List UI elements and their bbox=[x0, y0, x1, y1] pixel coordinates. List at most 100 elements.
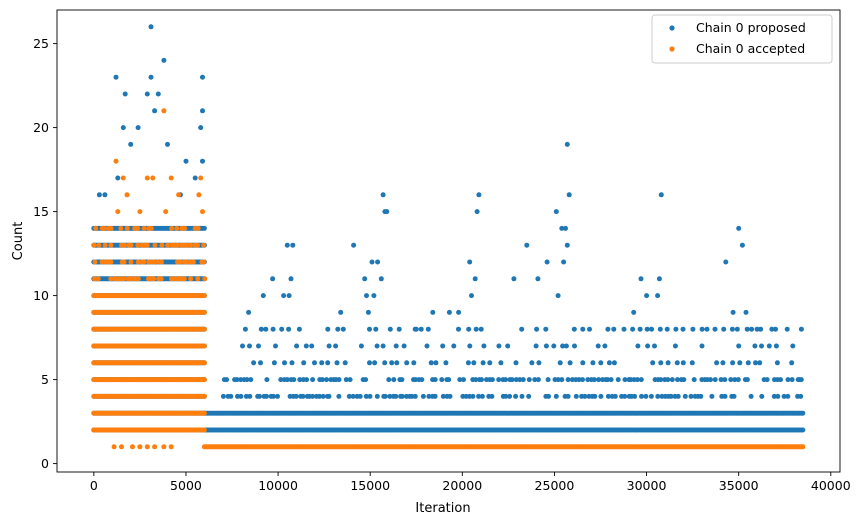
proposed-point bbox=[286, 326, 292, 332]
legend-marker-accepted bbox=[669, 46, 675, 52]
proposed-point bbox=[478, 326, 484, 332]
accepted-point bbox=[141, 225, 147, 231]
proposed-point bbox=[689, 360, 695, 366]
proposed-point bbox=[270, 393, 276, 399]
proposed-point bbox=[234, 377, 240, 383]
proposed-point bbox=[598, 393, 604, 399]
accepted-point bbox=[198, 175, 204, 181]
proposed-point bbox=[559, 225, 565, 231]
proposed-point bbox=[739, 242, 745, 248]
proposed-point bbox=[672, 343, 678, 349]
proposed-point bbox=[336, 393, 342, 399]
proposed-point bbox=[752, 343, 758, 349]
accepted-point bbox=[113, 158, 119, 164]
accepted-point bbox=[111, 444, 117, 450]
proposed-point bbox=[507, 393, 513, 399]
proposed-point bbox=[396, 326, 402, 332]
proposed-point bbox=[326, 343, 332, 349]
proposed-point bbox=[759, 343, 764, 349]
proposed-point bbox=[638, 276, 644, 282]
proposed-point bbox=[279, 326, 285, 332]
proposed-point bbox=[357, 393, 363, 399]
proposed-point bbox=[148, 74, 154, 80]
y-tick-label: 5 bbox=[41, 372, 49, 387]
proposed-point bbox=[282, 360, 287, 366]
proposed-point bbox=[535, 377, 541, 383]
proposed-point bbox=[310, 377, 316, 383]
proposed-point bbox=[665, 360, 671, 366]
proposed-point bbox=[474, 209, 480, 215]
proposed-point bbox=[704, 326, 710, 332]
proposed-point bbox=[509, 377, 515, 383]
accepted-point bbox=[201, 377, 207, 383]
proposed-point bbox=[224, 377, 230, 383]
y-tick-label: 25 bbox=[33, 36, 49, 51]
proposed-point bbox=[728, 377, 734, 383]
proposed-point bbox=[758, 326, 764, 332]
plot-area-background bbox=[57, 10, 840, 472]
proposed-point bbox=[248, 377, 254, 383]
accepted-point bbox=[96, 242, 102, 248]
proposed-point bbox=[200, 158, 205, 164]
proposed-point bbox=[325, 360, 331, 366]
proposed-point bbox=[797, 377, 802, 383]
accepted-point bbox=[148, 225, 154, 231]
proposed-point bbox=[165, 141, 170, 147]
accepted-point bbox=[102, 242, 108, 248]
accepted-point bbox=[201, 343, 207, 349]
accepted-point bbox=[176, 192, 182, 198]
proposed-point bbox=[634, 377, 640, 383]
proposed-point bbox=[605, 377, 611, 383]
proposed-point bbox=[505, 343, 511, 349]
proposed-point bbox=[264, 393, 269, 399]
proposed-point bbox=[644, 293, 650, 299]
accepted-point bbox=[159, 242, 165, 248]
legend-box bbox=[651, 14, 833, 64]
proposed-point bbox=[489, 393, 495, 399]
proposed-point bbox=[691, 377, 697, 383]
accepted-point bbox=[108, 276, 114, 282]
proposed-point bbox=[399, 393, 405, 399]
proposed-point bbox=[585, 377, 591, 383]
proposed-point bbox=[571, 326, 577, 332]
proposed-point bbox=[519, 393, 525, 399]
proposed-point bbox=[440, 393, 446, 399]
proposed-point bbox=[443, 360, 449, 366]
accepted-point bbox=[135, 276, 141, 282]
proposed-point bbox=[565, 393, 571, 399]
proposed-point bbox=[192, 175, 198, 181]
proposed-point bbox=[251, 360, 257, 366]
accepted-point bbox=[137, 444, 143, 450]
y-tick-label: 15 bbox=[33, 204, 49, 219]
proposed-point bbox=[621, 326, 627, 332]
proposed-point bbox=[375, 259, 381, 265]
proposed-point bbox=[688, 393, 694, 399]
proposed-point bbox=[384, 209, 390, 215]
proposed-point bbox=[289, 360, 295, 366]
accepted-point bbox=[128, 242, 134, 248]
accepted-point bbox=[200, 209, 205, 215]
accepted-point bbox=[174, 225, 180, 231]
proposed-point bbox=[334, 360, 340, 366]
x-tick-label: 25000 bbox=[535, 478, 575, 493]
accepted-point bbox=[108, 225, 114, 231]
proposed-point bbox=[564, 242, 570, 248]
proposed-point bbox=[399, 377, 405, 383]
proposed-point bbox=[369, 259, 375, 265]
proposed-point bbox=[602, 343, 608, 349]
proposed-point bbox=[467, 259, 473, 265]
proposed-point bbox=[778, 377, 783, 383]
accepted-point bbox=[163, 209, 169, 215]
proposed-point bbox=[324, 377, 329, 383]
x-tick-label: 35000 bbox=[719, 478, 759, 493]
x-tick-label: 40000 bbox=[811, 478, 851, 493]
proposed-point bbox=[258, 326, 264, 332]
proposed-point bbox=[718, 377, 724, 383]
proposed-point bbox=[420, 393, 426, 399]
accepted-point bbox=[124, 192, 130, 198]
proposed-point bbox=[472, 276, 478, 282]
proposed-point bbox=[572, 343, 577, 349]
proposed-point bbox=[419, 377, 425, 383]
proposed-point bbox=[320, 393, 326, 399]
